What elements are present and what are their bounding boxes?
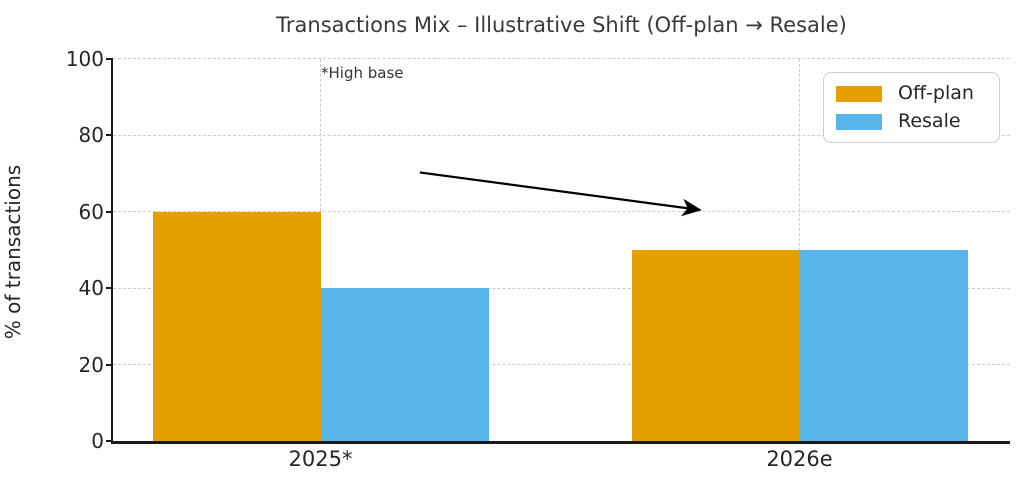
x-axis-spine [111,441,1010,444]
y-tick-mark [106,287,113,290]
h-gridline [113,134,1010,136]
chart-title: Transactions Mix – Illustrative Shift (O… [276,13,847,37]
h-gridline [113,58,1010,60]
y-tick-mark [106,440,113,442]
y-tick-label: 60 [78,199,104,224]
y-tick-mark [106,134,113,137]
legend-row-resale: Resale [836,112,987,131]
x-tick-label: 2026e [766,447,833,471]
h-gridline [113,363,1010,365]
h-gridline [113,287,1010,289]
y-tick-mark [106,363,113,366]
resale-bar [320,288,489,441]
x-tick-label: 2025* [288,447,353,471]
off-plan-bar [631,250,800,441]
off-plan-bar [152,211,321,441]
y-tick-label: 100 [65,47,104,71]
y-tick-label: 0 [91,429,104,453]
h-gridline [113,211,1010,213]
legend: Off-plan Resale [823,72,1000,143]
y-tick-label: 80 [78,123,104,148]
y-tick-label: 40 [78,276,104,301]
v-gridline [798,59,800,440]
y-axis-spine [111,59,113,443]
y-tick-label: 20 [78,352,104,377]
legend-label-resale: Resale [898,110,961,132]
legend-label-offplan: Off-plan [898,82,974,104]
y-tick-mark [106,58,113,60]
resale-bar [799,250,968,441]
y-tick-mark [106,210,113,213]
legend-row-offplan: Off-plan [836,84,987,103]
offplan-swatch [836,85,882,102]
high-base-annotation: *High base [321,64,404,82]
resale-swatch [836,113,882,130]
